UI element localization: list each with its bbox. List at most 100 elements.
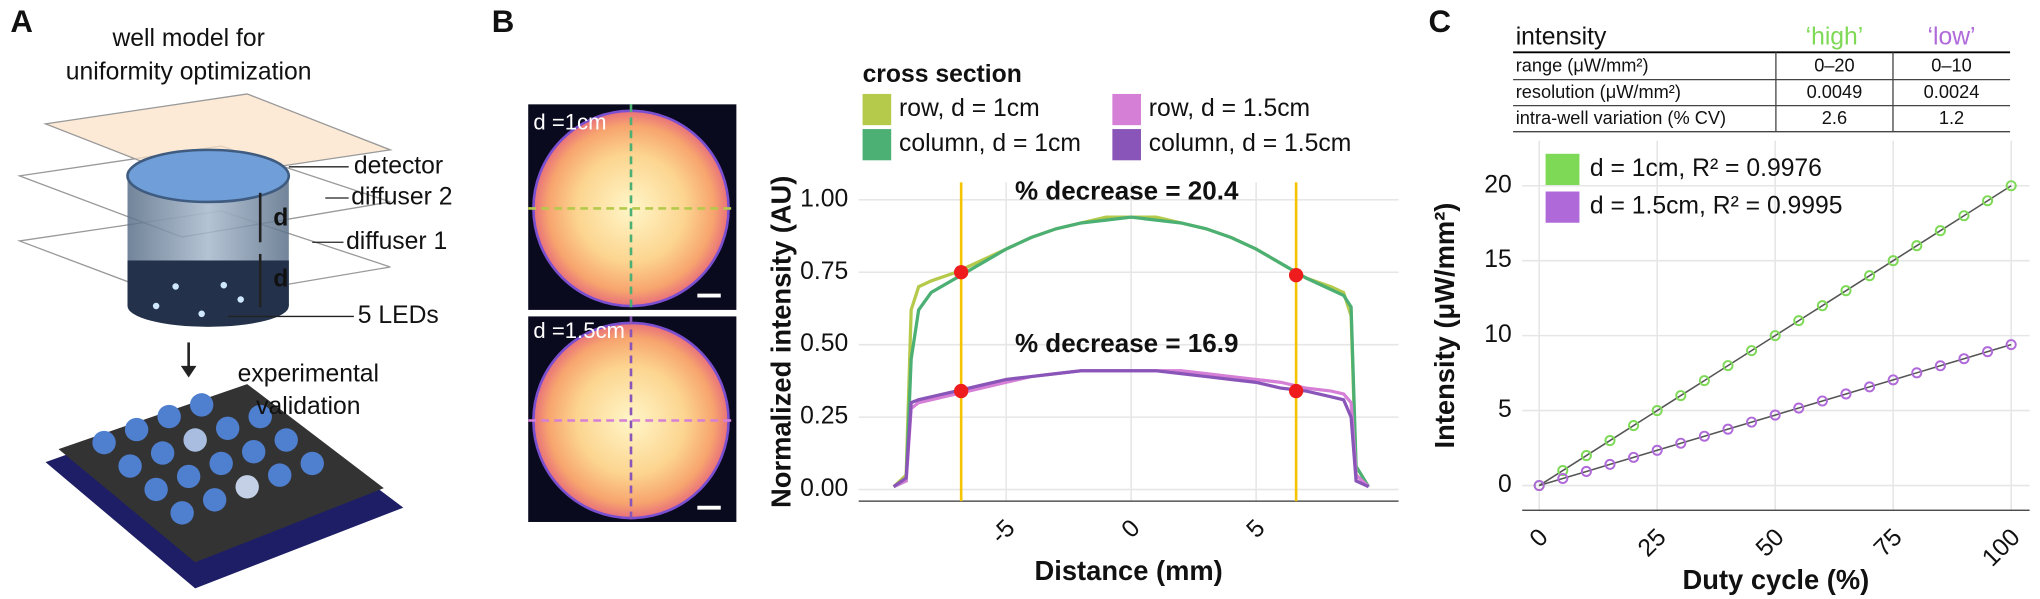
data-point	[1604, 458, 1616, 470]
x-axis-label: Distance (mm)	[1035, 555, 1223, 586]
diagram-label: validation	[256, 393, 360, 420]
diagram-label: d	[273, 266, 288, 293]
data-point	[1816, 395, 1828, 407]
y-axis-label: Normalized intensity (AU)	[765, 176, 796, 508]
data-point	[1840, 388, 1852, 400]
data-point	[1816, 300, 1828, 312]
highlight-point	[954, 265, 969, 280]
data-point	[1887, 255, 1899, 267]
data-point	[1628, 420, 1640, 432]
y-tick-label: 15	[1484, 246, 1511, 273]
x-tick-label: 100	[1977, 524, 2025, 572]
legend-title: cross section	[863, 61, 1022, 88]
table-header: intensity	[1516, 24, 1607, 51]
x-tick-label: 75	[1869, 524, 1908, 563]
y-tick-label: 0.50	[800, 330, 848, 357]
table-cell: intra-well variation (% CV)	[1516, 108, 1726, 128]
legend-swatch	[1545, 191, 1580, 223]
y-tick-label: 0.25	[800, 403, 848, 430]
table-header: ‘high’	[1806, 24, 1864, 51]
diagram-label: 5 LEDs	[358, 302, 439, 329]
data-point	[2005, 180, 2017, 192]
data-point	[1982, 195, 1994, 207]
data-point	[1746, 416, 1758, 428]
x-tick-label: 50	[1751, 524, 1790, 563]
data-point	[1675, 390, 1687, 402]
data-point	[1958, 353, 1970, 365]
line-series	[892, 215, 1370, 489]
data-point	[1698, 375, 1710, 387]
y-axis-label: Intensity (μW/mm²)	[1429, 203, 1460, 449]
data-point	[1557, 465, 1569, 477]
highlight-point	[1288, 383, 1304, 399]
diagram-label: diffuser 1	[346, 228, 447, 255]
data-point	[1580, 450, 1592, 462]
data-point	[1958, 210, 1970, 222]
annotation: % decrease = 20.4	[1015, 176, 1239, 206]
data-point	[1722, 423, 1734, 435]
x-tick-label: 0	[1117, 515, 1146, 544]
highlight-point	[954, 383, 969, 399]
well-model	[16, 93, 404, 589]
legend-swatch	[862, 93, 892, 126]
table-cell: 0.0024	[1924, 82, 1980, 102]
data-point	[1793, 402, 1805, 414]
highlight-point	[1288, 267, 1304, 283]
diagram-label: d	[273, 204, 288, 231]
diagram-label: detector	[354, 152, 443, 179]
data-point	[1604, 435, 1616, 447]
diagram-label: diffuser 2	[351, 184, 452, 211]
data-point	[1533, 480, 1545, 492]
data-point	[1887, 374, 1899, 386]
data-point	[1840, 285, 1852, 297]
legend-swatch	[1112, 93, 1141, 126]
data-point	[1769, 330, 1781, 342]
data-point	[1769, 409, 1781, 421]
line-series	[892, 369, 1370, 489]
fit-line	[1538, 343, 2012, 487]
legend-swatch	[1545, 153, 1580, 186]
fit-line	[1538, 185, 2012, 487]
y-tick-label: 10	[1484, 321, 1511, 348]
data-point	[1580, 465, 1592, 477]
table-cell: 0.0049	[1807, 82, 1863, 102]
legend-swatch	[1112, 129, 1141, 161]
x-tick-label: 0	[1525, 524, 1554, 553]
y-tick-label: 0.00	[800, 475, 848, 502]
x-tick-label: 5	[1242, 515, 1271, 544]
y-tick-label: 0	[1498, 471, 1512, 498]
diagram-title: uniformity optimization	[66, 59, 312, 86]
y-tick-label: 5	[1498, 396, 1512, 423]
table	[1513, 51, 2011, 133]
table-cell: resolution (μW/mm²)	[1516, 82, 1681, 102]
data-point	[1628, 451, 1640, 463]
data-point	[1793, 315, 1805, 327]
y-tick-label: 0.75	[800, 258, 848, 285]
table-cell: 0–20	[1814, 55, 1854, 75]
plot-area	[858, 182, 1399, 502]
data-point	[1675, 437, 1687, 449]
x-axis-label: Duty cycle (%)	[1683, 564, 1870, 595]
data-point	[1651, 444, 1663, 456]
annotation: % decrease = 16.9	[1015, 328, 1238, 358]
image-label: d =1cm	[533, 110, 606, 135]
table-cell: 1.2	[1939, 108, 1964, 128]
data-point	[1934, 360, 1946, 372]
data-point	[1557, 472, 1569, 485]
y-tick-label: 20	[1484, 171, 1511, 198]
data-point	[1864, 270, 1876, 282]
panel-label: A	[10, 4, 33, 39]
legend-label: row, d = 1cm	[899, 95, 1040, 122]
legend-label: column, d = 1.5cm	[1149, 130, 1352, 157]
data-point	[1651, 405, 1663, 417]
panel-label: B	[492, 4, 515, 39]
diagram-title: well model for	[111, 25, 264, 52]
intensity-image	[528, 104, 737, 522]
data-point	[2005, 339, 2017, 351]
data-point	[1982, 346, 1994, 358]
table-body: range (μW/mm²) 0–20 0–10 resolution (μW/mm²…	[1516, 55, 1980, 128]
panel-label: C	[1429, 4, 1452, 39]
legend-label: row, d = 1.5cm	[1149, 95, 1310, 122]
data-point	[1911, 367, 1923, 379]
